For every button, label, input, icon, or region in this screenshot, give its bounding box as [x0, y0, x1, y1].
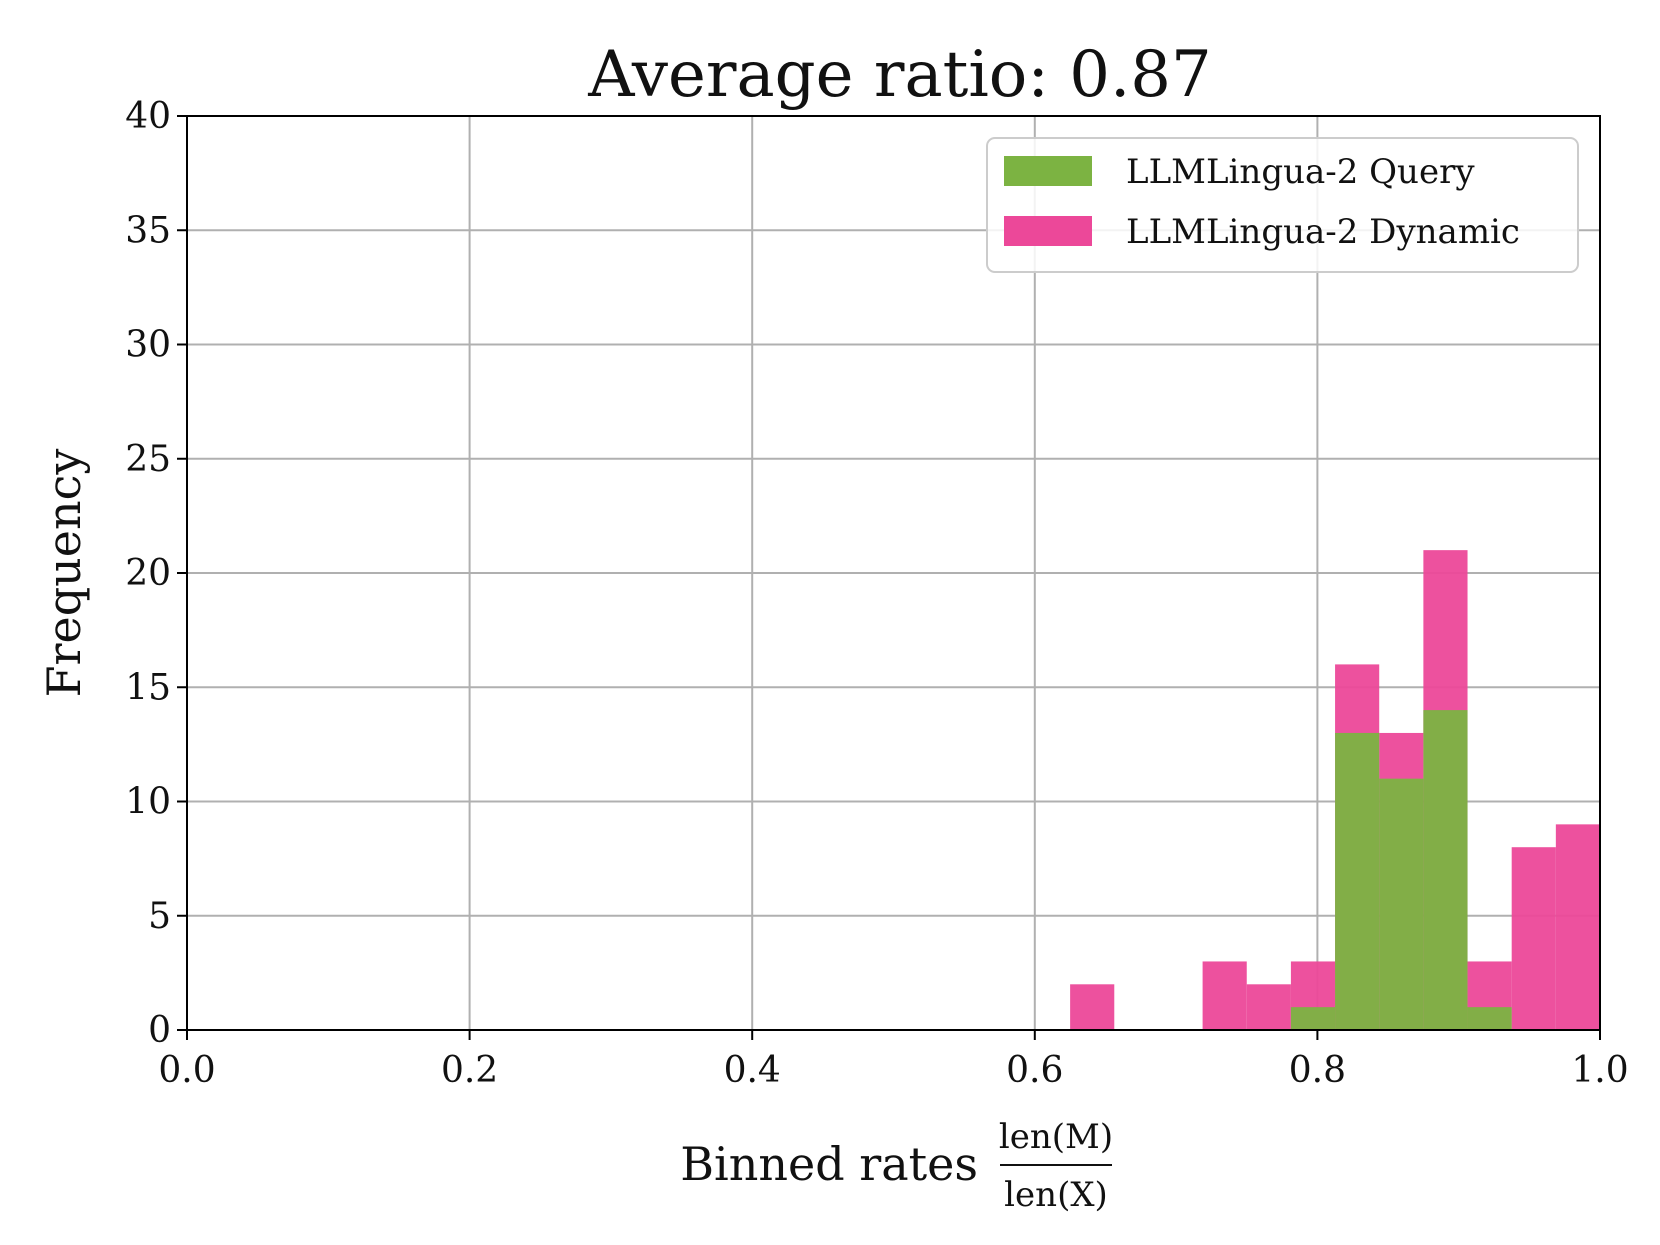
dynamic-bar	[1246, 984, 1291, 1030]
y-tick-label: 5	[148, 896, 171, 937]
y-tick-label: 40	[125, 96, 171, 137]
y-axis-ticks: 0 5 10 15 20 25 30 35 40	[125, 96, 187, 1051]
dynamic-bar	[1070, 984, 1115, 1030]
x-tick-label: 0.4	[724, 1050, 781, 1091]
legend-label-dynamic: LLMLingua-2 Dynamic	[1126, 212, 1520, 252]
dynamic-bar	[1555, 824, 1600, 1030]
query-bar	[1290, 1007, 1336, 1030]
x-axis-label-denominator: len(X)	[1004, 1175, 1108, 1215]
query-bar	[1467, 1007, 1512, 1030]
legend: LLMLingua-2 Query LLMLingua-2 Dynamic	[986, 137, 1579, 273]
query-bar	[1335, 732, 1380, 1030]
y-axis-label: Frequency	[37, 449, 91, 698]
dynamic-bar	[1511, 847, 1556, 1030]
y-tick-label: 20	[125, 553, 171, 594]
query-bar	[1423, 710, 1468, 1030]
x-axis-ticks: 0.0 0.2 0.4 0.6 0.8 1.0	[158, 1030, 1629, 1091]
y-tick-label: 30	[125, 325, 171, 366]
legend-swatch-query	[1004, 156, 1092, 186]
x-axis-label-numerator: len(M)	[999, 1117, 1113, 1157]
y-tick-label: 10	[125, 782, 171, 823]
x-tick-label: 0.8	[1289, 1050, 1346, 1091]
y-tick-label: 0	[148, 1010, 171, 1051]
y-tick-label: 35	[125, 210, 171, 251]
x-tick-label: 0.2	[441, 1050, 498, 1091]
x-tick-label: 0.6	[1006, 1050, 1063, 1091]
series-query-bars	[1290, 710, 1512, 1030]
x-axis-label: Binned rates len(M) len(X)	[680, 1117, 1113, 1215]
x-tick-label: 1.0	[1571, 1050, 1628, 1091]
y-tick-label: 15	[125, 667, 171, 708]
legend-label-query: LLMLingua-2 Query	[1126, 152, 1475, 192]
query-bar	[1379, 778, 1424, 1030]
dynamic-bar	[1202, 961, 1247, 1030]
y-tick-label: 25	[125, 439, 171, 480]
x-axis-label-text: Binned rates	[680, 1137, 978, 1191]
legend-box	[986, 137, 1579, 273]
x-tick-label: 0.0	[158, 1050, 215, 1091]
legend-swatch-dynamic	[1004, 216, 1092, 246]
chart-title: Average ratio: 0.87	[587, 38, 1211, 112]
